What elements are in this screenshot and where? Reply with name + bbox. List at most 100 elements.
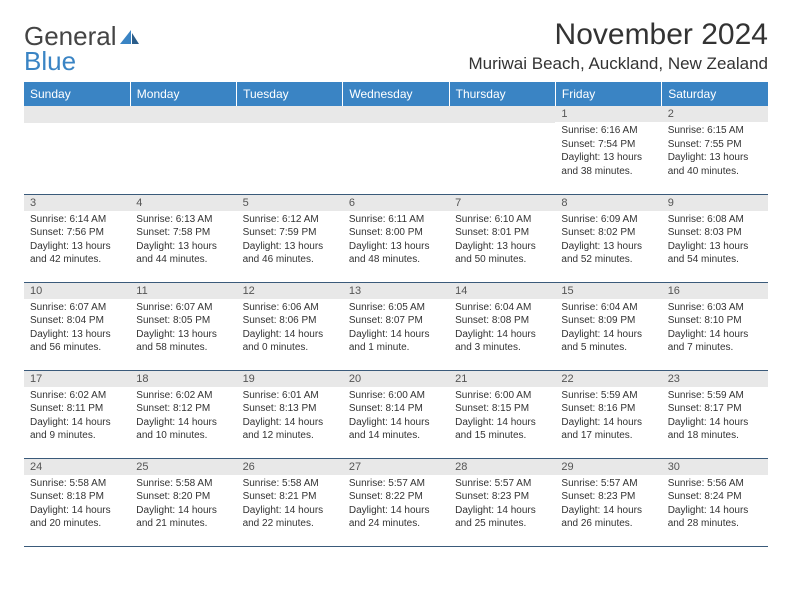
daylight-text: Daylight: 13 hours and 54 minutes. xyxy=(668,240,762,267)
sunrise-text: Sunrise: 5:57 AM xyxy=(349,477,443,491)
calendar-day-cell: 27Sunrise: 5:57 AMSunset: 8:22 PMDayligh… xyxy=(343,458,449,546)
day-details: Sunrise: 6:13 AMSunset: 7:58 PMDaylight:… xyxy=(130,211,236,271)
title-block: November 2024 Muriwai Beach, Auckland, N… xyxy=(468,18,768,74)
daylight-text: Daylight: 13 hours and 46 minutes. xyxy=(243,240,337,267)
daylight-text: Daylight: 13 hours and 58 minutes. xyxy=(136,328,230,355)
sunrise-text: Sunrise: 6:04 AM xyxy=(455,301,549,315)
sunset-text: Sunset: 8:20 PM xyxy=(136,490,230,504)
sunset-text: Sunset: 8:15 PM xyxy=(455,402,549,416)
sunset-text: Sunset: 8:23 PM xyxy=(455,490,549,504)
day-header: Wednesday xyxy=(343,82,449,106)
day-details: Sunrise: 6:14 AMSunset: 7:56 PMDaylight:… xyxy=(24,211,130,271)
sunset-text: Sunset: 8:21 PM xyxy=(243,490,337,504)
day-number: 25 xyxy=(130,459,236,475)
calendar-day-cell: 1Sunrise: 6:16 AMSunset: 7:54 PMDaylight… xyxy=(555,106,661,194)
day-details: Sunrise: 6:15 AMSunset: 7:55 PMDaylight:… xyxy=(662,122,768,182)
daylight-text: Daylight: 14 hours and 17 minutes. xyxy=(561,416,655,443)
sunset-text: Sunset: 8:11 PM xyxy=(30,402,124,416)
day-number: 6 xyxy=(343,195,449,211)
day-number: 8 xyxy=(555,195,661,211)
day-details: Sunrise: 6:04 AMSunset: 8:09 PMDaylight:… xyxy=(555,299,661,359)
sunset-text: Sunset: 8:13 PM xyxy=(243,402,337,416)
sunrise-text: Sunrise: 6:11 AM xyxy=(349,213,443,227)
header: GeneralBlue November 2024 Muriwai Beach,… xyxy=(24,18,768,74)
calendar-day-cell: 18Sunrise: 6:02 AMSunset: 8:12 PMDayligh… xyxy=(130,370,236,458)
day-number: 13 xyxy=(343,283,449,299)
calendar-day-cell: 22Sunrise: 5:59 AMSunset: 8:16 PMDayligh… xyxy=(555,370,661,458)
day-details: Sunrise: 5:56 AMSunset: 8:24 PMDaylight:… xyxy=(662,475,768,535)
daylight-text: Daylight: 14 hours and 24 minutes. xyxy=(349,504,443,531)
calendar-day-cell: 8Sunrise: 6:09 AMSunset: 8:02 PMDaylight… xyxy=(555,194,661,282)
logo-sail-icon xyxy=(120,24,140,49)
day-details: Sunrise: 6:02 AMSunset: 8:12 PMDaylight:… xyxy=(130,387,236,447)
sunset-text: Sunset: 8:03 PM xyxy=(668,226,762,240)
sunrise-text: Sunrise: 6:07 AM xyxy=(30,301,124,315)
daylight-text: Daylight: 14 hours and 25 minutes. xyxy=(455,504,549,531)
day-number xyxy=(130,106,236,123)
sunrise-text: Sunrise: 6:04 AM xyxy=(561,301,655,315)
day-header: Monday xyxy=(130,82,236,106)
calendar-day-cell xyxy=(343,106,449,194)
calendar-day-cell: 3Sunrise: 6:14 AMSunset: 7:56 PMDaylight… xyxy=(24,194,130,282)
daylight-text: Daylight: 13 hours and 40 minutes. xyxy=(668,151,762,178)
calendar-day-cell: 28Sunrise: 5:57 AMSunset: 8:23 PMDayligh… xyxy=(449,458,555,546)
calendar-day-cell: 24Sunrise: 5:58 AMSunset: 8:18 PMDayligh… xyxy=(24,458,130,546)
sunrise-text: Sunrise: 6:00 AM xyxy=(349,389,443,403)
calendar-body: 1Sunrise: 6:16 AMSunset: 7:54 PMDaylight… xyxy=(24,106,768,546)
calendar-day-cell xyxy=(130,106,236,194)
sunrise-text: Sunrise: 6:05 AM xyxy=(349,301,443,315)
daylight-text: Daylight: 14 hours and 21 minutes. xyxy=(136,504,230,531)
calendar-day-cell xyxy=(237,106,343,194)
calendar-day-cell: 29Sunrise: 5:57 AMSunset: 8:23 PMDayligh… xyxy=(555,458,661,546)
calendar-week-row: 24Sunrise: 5:58 AMSunset: 8:18 PMDayligh… xyxy=(24,458,768,546)
sunrise-text: Sunrise: 6:12 AM xyxy=(243,213,337,227)
calendar-day-cell: 2Sunrise: 6:15 AMSunset: 7:55 PMDaylight… xyxy=(662,106,768,194)
daylight-text: Daylight: 14 hours and 28 minutes. xyxy=(668,504,762,531)
day-details: Sunrise: 6:01 AMSunset: 8:13 PMDaylight:… xyxy=(237,387,343,447)
day-details: Sunrise: 6:06 AMSunset: 8:06 PMDaylight:… xyxy=(237,299,343,359)
sunset-text: Sunset: 8:08 PM xyxy=(455,314,549,328)
sunrise-text: Sunrise: 6:03 AM xyxy=(668,301,762,315)
daylight-text: Daylight: 14 hours and 15 minutes. xyxy=(455,416,549,443)
day-number: 30 xyxy=(662,459,768,475)
daylight-text: Daylight: 13 hours and 44 minutes. xyxy=(136,240,230,267)
sunset-text: Sunset: 7:54 PM xyxy=(561,138,655,152)
sunset-text: Sunset: 8:22 PM xyxy=(349,490,443,504)
day-number xyxy=(449,106,555,123)
day-details: Sunrise: 6:12 AMSunset: 7:59 PMDaylight:… xyxy=(237,211,343,271)
logo-text: GeneralBlue xyxy=(24,24,140,73)
day-number: 18 xyxy=(130,371,236,387)
sunset-text: Sunset: 8:17 PM xyxy=(668,402,762,416)
day-header-row: SundayMondayTuesdayWednesdayThursdayFrid… xyxy=(24,82,768,106)
daylight-text: Daylight: 13 hours and 42 minutes. xyxy=(30,240,124,267)
sunset-text: Sunset: 8:02 PM xyxy=(561,226,655,240)
day-number xyxy=(24,106,130,123)
day-number: 12 xyxy=(237,283,343,299)
sunrise-text: Sunrise: 6:01 AM xyxy=(243,389,337,403)
sunset-text: Sunset: 8:16 PM xyxy=(561,402,655,416)
day-details: Sunrise: 5:59 AMSunset: 8:17 PMDaylight:… xyxy=(662,387,768,447)
day-details: Sunrise: 6:04 AMSunset: 8:08 PMDaylight:… xyxy=(449,299,555,359)
daylight-text: Daylight: 14 hours and 1 minute. xyxy=(349,328,443,355)
calendar-day-cell: 19Sunrise: 6:01 AMSunset: 8:13 PMDayligh… xyxy=(237,370,343,458)
day-number: 11 xyxy=(130,283,236,299)
sunrise-text: Sunrise: 6:10 AM xyxy=(455,213,549,227)
day-details: Sunrise: 6:07 AMSunset: 8:05 PMDaylight:… xyxy=(130,299,236,359)
sunrise-text: Sunrise: 5:57 AM xyxy=(455,477,549,491)
calendar-table: SundayMondayTuesdayWednesdayThursdayFrid… xyxy=(24,82,768,547)
day-details: Sunrise: 5:57 AMSunset: 8:23 PMDaylight:… xyxy=(555,475,661,535)
daylight-text: Daylight: 14 hours and 26 minutes. xyxy=(561,504,655,531)
sunrise-text: Sunrise: 6:16 AM xyxy=(561,124,655,138)
day-details: Sunrise: 6:09 AMSunset: 8:02 PMDaylight:… xyxy=(555,211,661,271)
daylight-text: Daylight: 14 hours and 12 minutes. xyxy=(243,416,337,443)
sunset-text: Sunset: 8:05 PM xyxy=(136,314,230,328)
day-number: 10 xyxy=(24,283,130,299)
calendar-day-cell: 26Sunrise: 5:58 AMSunset: 8:21 PMDayligh… xyxy=(237,458,343,546)
day-details: Sunrise: 5:59 AMSunset: 8:16 PMDaylight:… xyxy=(555,387,661,447)
day-number: 5 xyxy=(237,195,343,211)
sunset-text: Sunset: 8:06 PM xyxy=(243,314,337,328)
daylight-text: Daylight: 14 hours and 0 minutes. xyxy=(243,328,337,355)
sunset-text: Sunset: 8:18 PM xyxy=(30,490,124,504)
daylight-text: Daylight: 14 hours and 10 minutes. xyxy=(136,416,230,443)
calendar-day-cell: 15Sunrise: 6:04 AMSunset: 8:09 PMDayligh… xyxy=(555,282,661,370)
